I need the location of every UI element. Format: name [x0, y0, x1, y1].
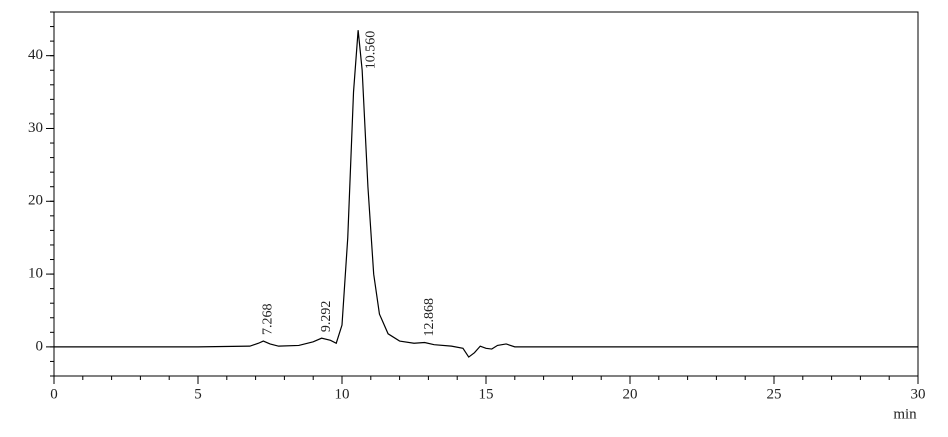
plot-frame — [53, 11, 919, 377]
x-tick-label: 25 — [767, 386, 782, 402]
peak-label: 10.560 — [363, 31, 378, 70]
peak-label: 7.268 — [261, 304, 276, 336]
trace — [54, 30, 918, 358]
x-tick-label: 0 — [50, 386, 58, 402]
x-tick-label: 15 — [479, 386, 494, 402]
y-tick-label: 30 — [28, 120, 43, 136]
x-tick-label: 30 — [911, 386, 926, 402]
peak-label: 12.868 — [422, 298, 437, 337]
peak-label: 9.292 — [319, 301, 334, 333]
x-tick-label: 20 — [623, 386, 638, 402]
y-tick-label: 20 — [28, 193, 43, 209]
y-tick-label: 0 — [36, 338, 44, 354]
y-tick-label: 10 — [28, 266, 43, 282]
x-tick-label: 5 — [194, 386, 202, 402]
x-tick-label: 10 — [335, 386, 350, 402]
y-tick-label: 40 — [28, 47, 43, 63]
x-axis-label: min — [893, 406, 917, 422]
